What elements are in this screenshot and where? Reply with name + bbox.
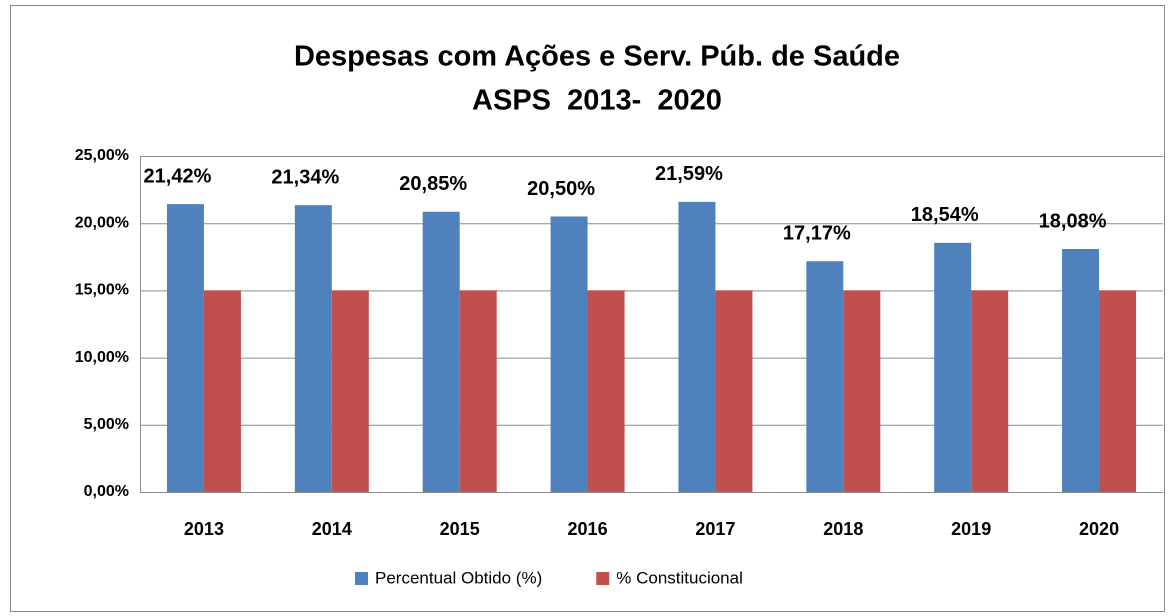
data-label: 18,08%	[1039, 210, 1107, 232]
x-tick-label: 2016	[568, 519, 608, 539]
y-tick-label: 20,00%	[75, 214, 129, 231]
chart-subtitle: ASPS 2013- 2020	[472, 85, 722, 117]
legend-swatch	[596, 572, 610, 585]
bar	[934, 242, 972, 492]
x-tick-label: 2014	[312, 519, 352, 539]
x-tick-label: 2015	[440, 519, 480, 539]
bar	[550, 216, 588, 493]
data-label: 21,42%	[144, 165, 212, 187]
data-label: 18,54%	[911, 204, 979, 226]
y-tick-label: 10,00%	[75, 349, 129, 366]
bar	[843, 290, 881, 492]
bar	[715, 290, 753, 492]
x-tick-label: 2013	[184, 519, 224, 539]
data-label: 17,17%	[783, 223, 851, 245]
x-tick-label: 2018	[823, 519, 863, 539]
bar	[459, 290, 497, 492]
data-label: 21,59%	[655, 163, 723, 185]
x-tick-label: 2019	[951, 519, 991, 539]
y-tick-label: 5,00%	[84, 416, 129, 433]
bar	[678, 201, 716, 493]
data-label: 21,34%	[271, 166, 339, 188]
bar	[422, 211, 460, 492]
legend-swatch	[355, 572, 368, 585]
bar	[587, 290, 625, 492]
data-label: 20,85%	[399, 173, 467, 195]
bar	[294, 205, 332, 492]
bar	[331, 290, 369, 492]
x-tick-label: 2017	[695, 519, 735, 539]
chart-title: Despesas com Ações e Serv. Púb. de Saúde	[294, 41, 900, 73]
legend-label: Percentual Obtido (%)	[375, 568, 542, 587]
data-label: 20,50%	[527, 178, 595, 200]
bar	[1099, 290, 1137, 492]
x-tick-label: 2020	[1079, 519, 1119, 539]
bar	[166, 204, 204, 492]
y-tick-label: 0,00%	[84, 483, 129, 500]
bar	[1062, 249, 1100, 492]
y-tick-label: 15,00%	[75, 282, 129, 299]
bar	[203, 290, 241, 492]
y-tick-label: 25,00%	[75, 147, 129, 164]
legend-label: % Constitucional	[616, 568, 743, 587]
bar	[971, 290, 1009, 492]
bar	[806, 261, 844, 492]
